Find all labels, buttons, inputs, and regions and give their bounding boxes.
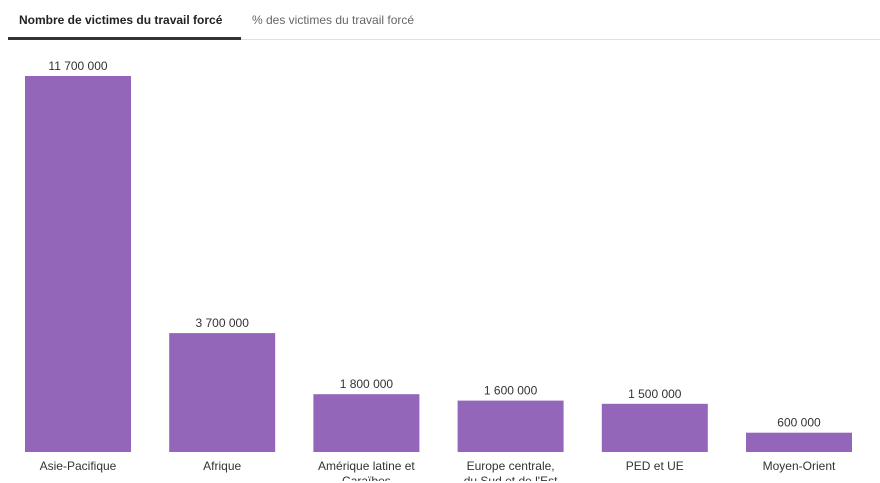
bars-layer: [25, 76, 852, 452]
category-label: PED et UE: [626, 459, 684, 473]
category-label: Afrique: [203, 459, 241, 473]
category-label: Amérique latine et Caraïbes: [318, 459, 415, 483]
bar-value-label: 1 800 000: [340, 377, 394, 391]
tab-victim-count[interactable]: Nombre de victimes du travail forcé: [8, 0, 241, 40]
category-labels-layer: Asie-Pacifique Afrique Amérique latine et C…: [40, 459, 836, 483]
bar[interactable]: [601, 403, 708, 452]
tab-victim-percent[interactable]: % des victimes du travail forcé: [252, 13, 415, 27]
value-labels-layer: 11 700 000 3 700 000 1 800 000 1 600 000 1 5…: [48, 59, 821, 430]
bar[interactable]: [25, 76, 131, 452]
category-label: Europe centrale, du Sud et de l'Est: [464, 459, 558, 483]
bar[interactable]: [457, 400, 564, 452]
tab-bar: Nombre de victimes du travail forcé % de…: [8, 0, 880, 40]
bar-value-label: 1 500 000: [628, 387, 682, 401]
category-label: Asie-Pacifique: [40, 459, 117, 473]
bar-value-label: 3 700 000: [196, 316, 250, 330]
bar[interactable]: [169, 333, 276, 452]
bar-value-label: 600 000: [777, 416, 821, 430]
bar[interactable]: [313, 394, 420, 452]
category-label: Moyen-Orient: [763, 459, 836, 473]
bar-value-label: 11 700 000: [48, 59, 107, 73]
bar[interactable]: [746, 432, 852, 452]
bar-value-label: 1 600 000: [484, 384, 538, 398]
